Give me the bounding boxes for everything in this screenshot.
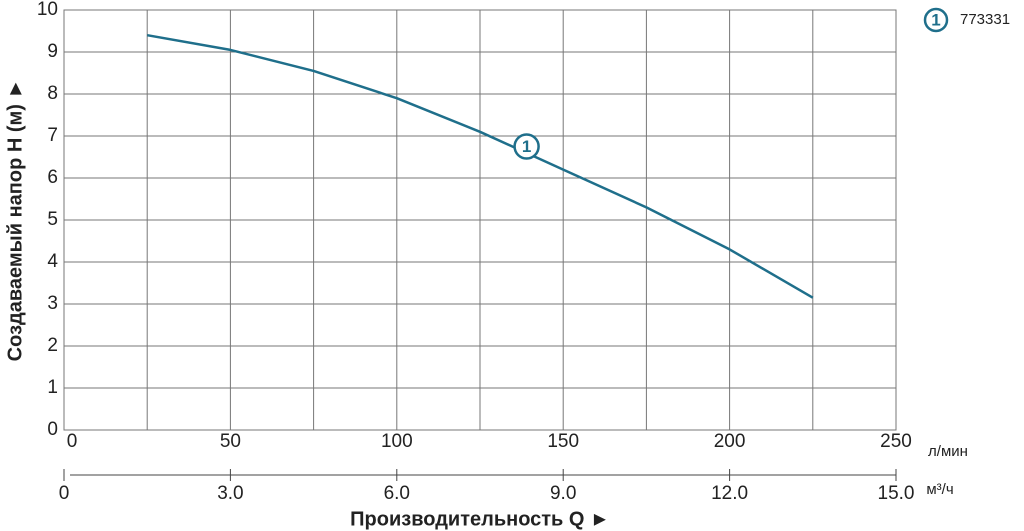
y-tick-label: 8 (47, 83, 58, 104)
y-tick-label: 0 (47, 419, 58, 440)
y-tick-label: 3 (47, 293, 58, 314)
x2-tick-label: 6.0 (384, 483, 410, 504)
y-tick-label: 4 (47, 251, 58, 272)
x-tick-label: 250 (880, 431, 912, 452)
legend-label: 773331 (960, 11, 1010, 28)
y-tick-label: 7 (47, 125, 58, 146)
y-axis-label: Создаваемый напор H (м) ► (4, 79, 26, 362)
y-tick-label: 9 (47, 41, 58, 62)
x-tick-label: 200 (714, 431, 746, 452)
y-tick-label: 10 (37, 0, 58, 20)
x-axis-label: Производительность Q ► (350, 508, 610, 530)
curve-marker-label: 1 (522, 137, 531, 156)
y-tick-label: 5 (47, 209, 58, 230)
x2-tick-label: 9.0 (550, 483, 576, 504)
x2-tick-label: 3.0 (217, 483, 243, 504)
x-tick-label: 50 (220, 431, 241, 452)
x-tick-label: 100 (381, 431, 413, 452)
x2-tick-label: 12.0 (711, 483, 748, 504)
x-tick-label: 150 (547, 431, 579, 452)
y-tick-label: 2 (47, 335, 58, 356)
y-tick-label: 6 (47, 167, 58, 188)
y-tick-label: 1 (47, 377, 58, 398)
x2-unit: м³/ч (926, 481, 953, 498)
x2-tick-label: 0 (59, 483, 70, 504)
legend-marker (923, 7, 949, 33)
x-tick-label: 0 (67, 431, 78, 452)
x-unit: л/мин (928, 443, 968, 460)
legend-marker-label: 1 (931, 10, 940, 29)
x2-tick-label: 15.0 (878, 483, 915, 504)
curve (146, 33, 814, 299)
curve-marker (513, 133, 540, 160)
